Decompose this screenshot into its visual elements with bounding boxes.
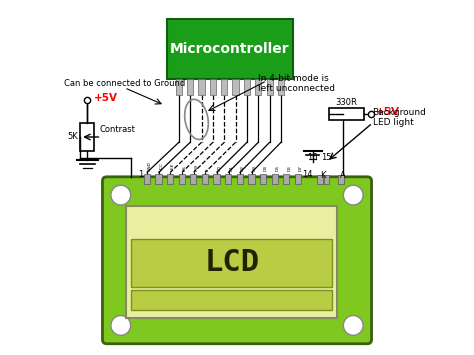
Bar xyxy=(190,174,197,184)
Bar xyxy=(187,79,193,95)
FancyBboxPatch shape xyxy=(102,177,372,344)
Bar xyxy=(237,174,243,184)
Text: Can be connected to Ground: Can be connected to Ground xyxy=(64,79,186,88)
Text: GND: GND xyxy=(148,161,152,171)
Bar xyxy=(295,174,301,184)
Text: In 4-bit mode is
left unconnected: In 4-bit mode is left unconnected xyxy=(258,73,335,93)
Text: 14: 14 xyxy=(302,170,313,179)
Bar xyxy=(126,206,337,318)
Bar xyxy=(221,79,228,95)
Text: D6: D6 xyxy=(287,165,292,171)
Circle shape xyxy=(343,185,363,205)
Bar xyxy=(176,79,182,95)
Text: 330R: 330R xyxy=(335,98,357,107)
Circle shape xyxy=(343,316,363,335)
Text: LCD: LCD xyxy=(204,248,259,277)
Bar xyxy=(131,290,332,310)
Bar xyxy=(338,175,344,184)
Text: Contrast: Contrast xyxy=(100,125,136,134)
Bar xyxy=(167,174,173,184)
Text: 15: 15 xyxy=(321,153,332,162)
Bar xyxy=(202,174,208,184)
Bar xyxy=(210,79,216,95)
Bar xyxy=(328,108,364,120)
Text: 16: 16 xyxy=(308,153,318,162)
Circle shape xyxy=(111,316,131,335)
Text: D7: D7 xyxy=(299,165,303,171)
Text: 5K: 5K xyxy=(68,132,79,142)
Circle shape xyxy=(111,185,131,205)
Text: VCC: VCC xyxy=(160,162,164,171)
Text: RW: RW xyxy=(194,164,199,171)
Bar xyxy=(213,174,220,184)
Bar xyxy=(144,174,150,184)
Bar xyxy=(324,175,329,184)
Text: A: A xyxy=(340,171,346,180)
Text: K: K xyxy=(320,171,326,180)
Bar xyxy=(131,239,332,287)
Text: D0: D0 xyxy=(218,165,222,171)
Bar xyxy=(199,79,205,95)
Bar xyxy=(283,174,290,184)
Text: D1: D1 xyxy=(229,165,233,171)
Text: +5V: +5V xyxy=(94,93,118,103)
Text: D2: D2 xyxy=(241,165,245,171)
Bar xyxy=(166,19,293,79)
Bar xyxy=(248,174,255,184)
Bar xyxy=(179,174,185,184)
Bar xyxy=(272,174,278,184)
Bar xyxy=(225,174,231,184)
Text: +5V: +5V xyxy=(376,107,400,118)
Text: 1: 1 xyxy=(138,170,143,179)
Bar xyxy=(278,79,284,95)
Text: VEE: VEE xyxy=(171,163,175,171)
Bar xyxy=(317,175,323,184)
Text: RS: RS xyxy=(183,165,187,171)
Bar xyxy=(80,123,94,151)
Text: D5: D5 xyxy=(276,165,280,171)
Text: D4: D4 xyxy=(264,165,268,171)
Text: D3: D3 xyxy=(253,165,256,171)
Bar xyxy=(155,174,162,184)
Text: Microcontroller: Microcontroller xyxy=(170,42,290,56)
Bar xyxy=(266,79,273,95)
Bar xyxy=(232,79,239,95)
Bar xyxy=(260,174,266,184)
Text: E: E xyxy=(206,168,210,171)
Text: Background
LED light: Background LED light xyxy=(373,108,427,127)
Bar xyxy=(244,79,250,95)
Bar xyxy=(255,79,262,95)
